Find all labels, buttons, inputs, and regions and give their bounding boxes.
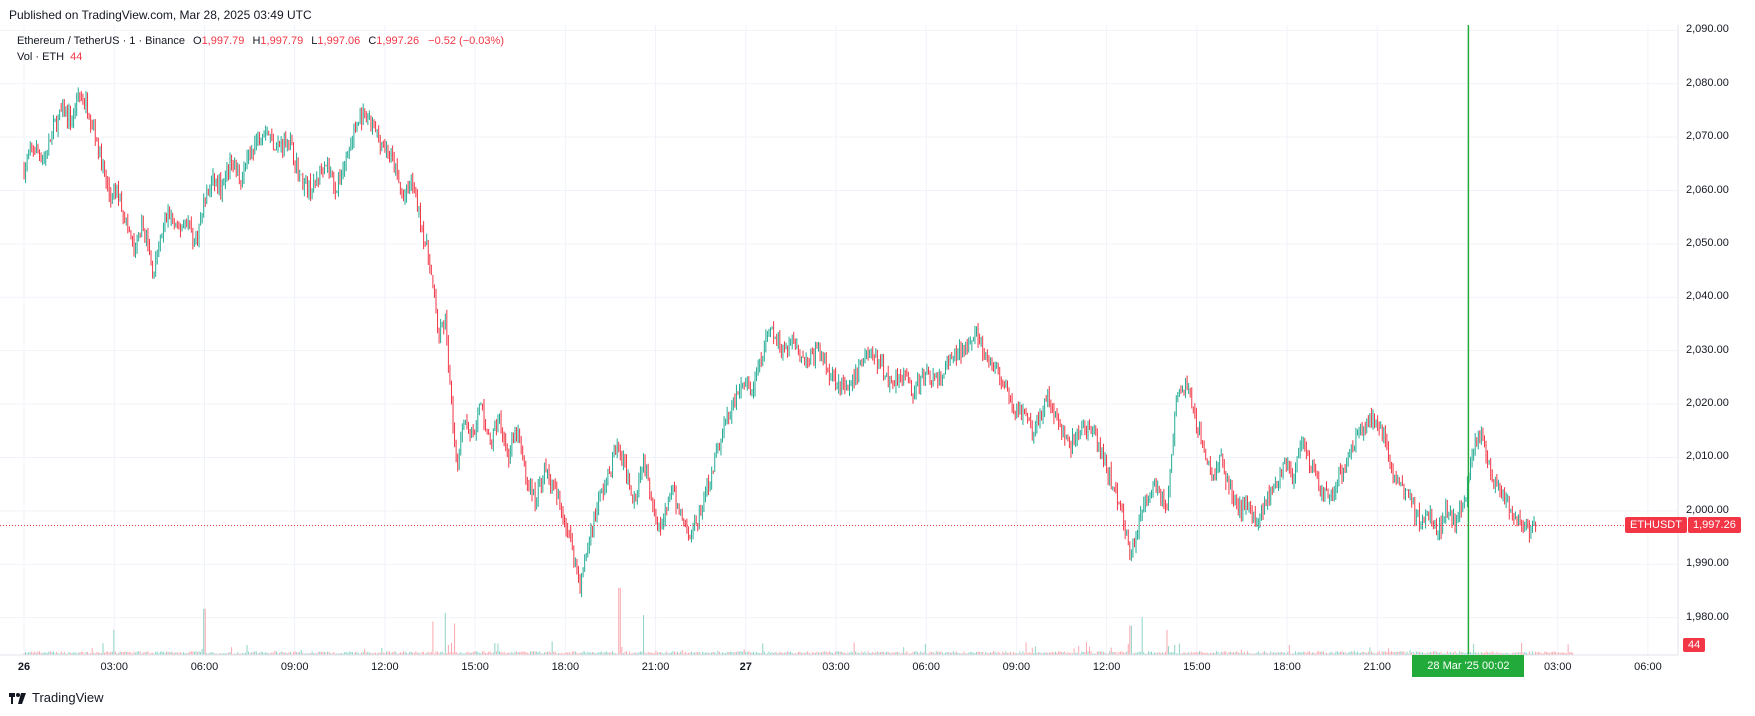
tradingview-logo-icon [9, 692, 26, 704]
legend-open-label: O [193, 35, 202, 47]
legend-volume-value: 44 [70, 51, 83, 63]
time-tick-label: 09:00 [1002, 661, 1031, 673]
price-tick-label: 2,070.00 [1686, 130, 1729, 143]
legend-change: −0.52 (−0.03%) [428, 35, 504, 47]
volume-tag: 44 [1683, 638, 1706, 652]
price-tick-label: 2,030.00 [1686, 343, 1729, 356]
time-tick-label: 26 [17, 661, 31, 673]
brand-name: TradingView [32, 690, 104, 705]
time-tick-label: 27 [739, 661, 752, 673]
time-tick-label: 12:00 [371, 661, 399, 673]
candles [23, 87, 1537, 598]
time-tick-label: 03:00 [822, 661, 850, 673]
time-tick-label: 21:00 [1363, 661, 1392, 673]
price-tick-label: 2,000.00 [1686, 503, 1729, 516]
time-tick-label: 09:00 [280, 661, 309, 673]
price-tick-label: 2,090.00 [1686, 23, 1729, 36]
time-tick-label: 06:00 [1634, 661, 1662, 673]
legend-ohlc: Ethereum / TetherUS · 1 · Binance O1,997… [17, 35, 504, 47]
time-tick-label: 18:00 [551, 661, 580, 673]
time-tick-label: 03:00 [100, 661, 129, 673]
legend-close-label: C [368, 35, 377, 47]
time-tick-label: 06:00 [912, 661, 940, 673]
time-tick-label: 06:00 [190, 661, 219, 673]
time-tick-label: 18:00 [1273, 661, 1301, 673]
price-tick-label: 2,010.00 [1686, 450, 1729, 463]
time-tick-label: 15:00 [461, 661, 489, 673]
legend-volume: Vol · ETH 44 [17, 51, 82, 63]
price-tick-label: 2,020.00 [1686, 397, 1729, 410]
legend-low-label: L [311, 35, 318, 47]
brand[interactable]: TradingView [9, 690, 104, 705]
price-tick-label: 2,080.00 [1686, 76, 1729, 89]
last-price-tag: 1,997.26 [1688, 517, 1741, 534]
legend-high-label: H [252, 35, 261, 47]
legend-volume-label[interactable]: Vol · ETH [17, 51, 65, 63]
price-tick-label: 2,040.00 [1686, 290, 1729, 303]
legend-high: 1,997.79 [260, 35, 304, 47]
time-tick-label: 15:00 [1183, 661, 1211, 673]
legend-low: 1,997.06 [317, 35, 361, 47]
price-tick-label: 2,050.00 [1686, 236, 1729, 249]
grid [0, 25, 1678, 655]
symbol-tag: ETHUSDT [1625, 517, 1687, 534]
legend-symbol[interactable]: Ethereum / TetherUS · 1 · Binance [17, 35, 185, 47]
published-caption: Published on TradingView.com, Mar 28, 20… [9, 8, 312, 22]
crosshair-time-label: 28 Mar '25 00:02 [1412, 655, 1525, 677]
legend-open: 1,997.79 [201, 35, 245, 47]
volume-bars [23, 587, 1574, 655]
time-tick-label: 21:00 [641, 661, 670, 673]
legend-close: 1,997.26 [376, 35, 420, 47]
price-tick-label: 1,990.00 [1686, 557, 1729, 570]
price-tick-label: 2,060.00 [1686, 183, 1729, 196]
time-tick-label: 03:00 [1543, 661, 1572, 673]
time-tick-label: 12:00 [1092, 661, 1121, 673]
price-tick-label: 1,980.00 [1686, 610, 1729, 623]
